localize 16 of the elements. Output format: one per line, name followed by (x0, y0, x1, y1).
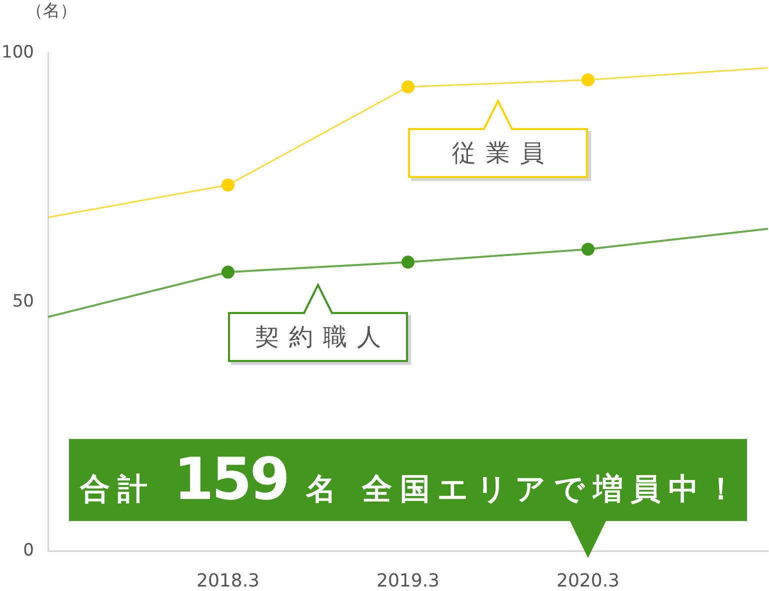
point (402, 256, 414, 269)
point (222, 178, 234, 192)
point (582, 242, 594, 256)
point (222, 266, 234, 279)
y-tick-label: 100 (2, 42, 34, 62)
legend-label: 従業員 (452, 139, 554, 168)
y-axis-title: （名） (26, 0, 77, 22)
x-tick-label: 2018.3 (196, 570, 260, 591)
x-tick-label: 2020.3 (556, 570, 620, 591)
annotation: 合計 159 名 全国エリアで増員中！ (80, 444, 744, 512)
y-tick-label: 0 (23, 540, 34, 560)
point (402, 80, 414, 94)
y-tick-label: 50 (12, 291, 34, 312)
legend-label: 契約職人 (254, 323, 392, 352)
x-tick-label: 2019.3 (376, 570, 440, 591)
point (582, 73, 594, 86)
